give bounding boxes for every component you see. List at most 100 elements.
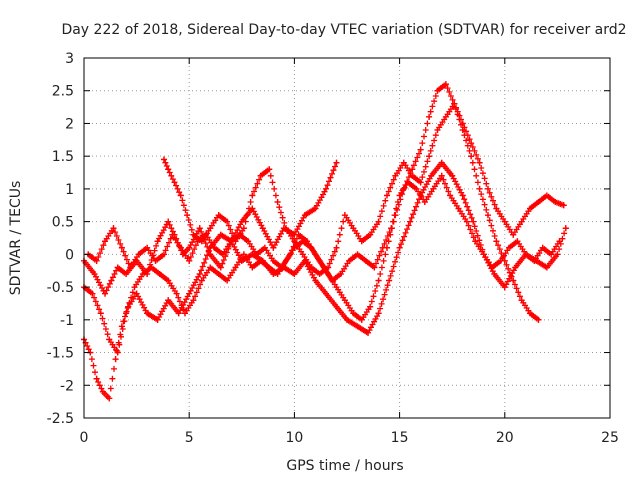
data-point: [417, 179, 424, 186]
x-tick-label: 0: [80, 430, 89, 446]
data-point: [165, 297, 172, 304]
data-point: [484, 185, 491, 192]
data-point: [148, 264, 155, 271]
data-point: [438, 172, 445, 179]
data-point: [245, 238, 252, 245]
data-point: [169, 231, 176, 238]
data-point: [106, 336, 113, 343]
data-point: [554, 251, 561, 258]
data-point: [224, 218, 231, 225]
data-point: [152, 257, 159, 264]
data-point: [354, 251, 361, 258]
data-point: [379, 244, 386, 251]
data-point: [232, 264, 239, 271]
data-point: [108, 277, 115, 284]
data-point: [493, 205, 500, 212]
data-point: [215, 271, 222, 277]
data-point: [110, 225, 117, 232]
data-point: [417, 146, 424, 153]
plot-frame: [83, 57, 611, 419]
data-point: [501, 218, 508, 225]
data-point: [562, 225, 569, 232]
data-point: [203, 231, 210, 238]
data-point: [301, 212, 308, 219]
x-tick-label: 10: [285, 430, 303, 446]
data-point: [333, 284, 340, 291]
data-point: [497, 257, 504, 264]
data-point: [367, 303, 374, 310]
data-point: [312, 205, 319, 212]
data-point: [512, 264, 519, 271]
data-point: [186, 244, 193, 251]
y-tick-label: 1: [65, 182, 74, 198]
data-point: [543, 264, 550, 271]
data-point: [333, 159, 340, 166]
data-point: [476, 185, 483, 192]
data-point: [392, 172, 399, 179]
data-point: [350, 310, 357, 317]
data-point: [386, 277, 393, 284]
data-markers: [81, 81, 569, 402]
data-point: [383, 192, 390, 199]
data-point: [518, 218, 525, 225]
data-point: [341, 297, 348, 304]
y-tick-label: 3: [65, 51, 74, 67]
data-point: [470, 218, 477, 225]
data-point: [560, 202, 567, 209]
data-point: [527, 310, 534, 317]
marker-trace: [81, 159, 569, 402]
y-axis-label: SDTVAR / TECUs: [8, 181, 24, 296]
y-tick-label: -2: [60, 378, 74, 394]
data-point: [99, 388, 106, 395]
data-point: [190, 297, 197, 304]
data-point: [274, 271, 281, 277]
data-point: [102, 290, 109, 297]
data-point: [106, 395, 113, 402]
data-point: [171, 179, 178, 186]
data-point: [375, 310, 382, 317]
data-point: [371, 264, 378, 271]
data-point: [211, 244, 218, 251]
data-point: [329, 277, 336, 284]
data-point: [240, 251, 247, 258]
data-point: [93, 257, 100, 264]
y-tick-label: -0.5: [47, 280, 74, 296]
data-point: [154, 238, 161, 245]
y-tick-label: -1.5: [47, 346, 74, 362]
data-point: [337, 271, 344, 277]
data-point: [160, 156, 167, 163]
data-point: [320, 264, 327, 271]
data-point: [442, 113, 449, 120]
data-point: [409, 166, 416, 173]
data-point: [259, 225, 266, 232]
data-point: [493, 238, 500, 245]
data-point: [282, 257, 289, 264]
data-point: [312, 251, 319, 258]
x-tick-label: 20: [496, 430, 514, 446]
data-point: [308, 244, 315, 251]
data-point: [354, 323, 361, 330]
data-point: [506, 244, 513, 251]
data-point: [325, 271, 332, 277]
data-point: [400, 159, 407, 166]
data-point: [539, 244, 546, 251]
data-point: [434, 87, 441, 94]
data-point: [413, 185, 420, 192]
series-track-1: [81, 159, 340, 297]
data-point: [491, 271, 498, 277]
data-point: [207, 225, 214, 232]
data-point: [217, 264, 224, 271]
data-point: [217, 231, 224, 238]
data-point: [543, 192, 550, 199]
data-point: [270, 257, 277, 264]
data-point: [114, 264, 121, 271]
data-point: [133, 290, 140, 297]
data-point: [346, 257, 353, 264]
data-point: [123, 271, 130, 277]
data-point: [186, 257, 193, 264]
data-point: [535, 199, 542, 205]
data-point: [438, 159, 445, 166]
data-point: [428, 172, 435, 179]
data-point: [236, 231, 243, 238]
data-point: [139, 271, 146, 277]
